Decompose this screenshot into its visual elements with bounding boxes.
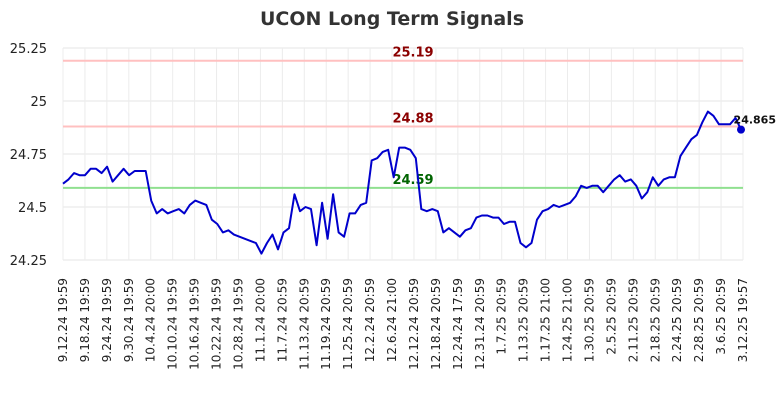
x-tick-label: 9.12.24 19:59: [56, 278, 70, 362]
x-tick-label: 1.13.25 20:59: [517, 278, 531, 362]
x-tick-label: 1.30.25 20:59: [582, 278, 596, 362]
x-tick-label: 1.7.25 20:59: [495, 278, 509, 355]
y-tick-label: 24.25: [10, 254, 47, 269]
x-tick-label: 10.22.24 19:59: [210, 278, 224, 370]
y-tick-label: 24.75: [10, 148, 47, 163]
x-tick-label: 2.24.25 20:59: [670, 278, 684, 362]
x-axis: 9.12.24 19:59 9.18.24 19:59 9.24.24 19:59 9…: [56, 278, 750, 370]
x-tick-label: 12.31.24 20:59: [473, 278, 487, 370]
x-tick-label: 10.10.24 19:59: [166, 278, 180, 370]
x-tick-label: 1.24.25 21:00: [561, 278, 575, 362]
x-tick-label: 3.6.25 20:59: [714, 278, 728, 355]
level-label: 25.19: [392, 46, 433, 61]
x-tick-label: 2.18.25 20:59: [648, 278, 662, 362]
level-label: 24.88: [392, 111, 433, 126]
y-tick-label: 25.25: [10, 42, 47, 57]
x-tick-label: 1.17.25 21:00: [539, 278, 553, 362]
series: 24.865: [62, 110, 776, 255]
price-line: [62, 110, 742, 255]
x-tick-label: 12.6.24 21:00: [385, 278, 399, 362]
last-point-marker: [737, 125, 745, 134]
grid: [62, 47, 744, 261]
x-tick-label: 12.12.24 20:59: [407, 278, 421, 370]
signal-levels: 25.19 24.88 24.59: [63, 46, 743, 189]
level-label: 24.59: [392, 173, 433, 188]
chart-title: UCON Long Term Signals: [260, 8, 524, 30]
y-axis: 24.25 24.5 24.75 25 25.25: [10, 42, 47, 269]
y-tick-label: 24.5: [18, 201, 47, 216]
last-point-label: 24.865: [734, 114, 776, 127]
x-tick-label: 9.24.24 19:59: [100, 278, 114, 362]
x-tick-label: 11.7.24 20:59: [275, 278, 289, 362]
x-tick-label: 3.12.25 19:57: [736, 278, 750, 362]
x-tick-label: 11.25.24 20:59: [341, 278, 355, 370]
x-tick-label: 11.19.24 20:59: [319, 278, 333, 370]
y-tick-label: 25: [30, 95, 47, 110]
x-tick-label: 11.13.24 20:59: [297, 278, 311, 370]
x-tick-label: 10.28.24 19:59: [231, 278, 245, 370]
x-tick-label: 2.28.25 20:59: [692, 278, 706, 362]
x-tick-label: 9.18.24 19:59: [78, 278, 92, 362]
x-tick-label: 12.2.24 20:59: [363, 278, 377, 362]
x-tick-label: 9.30.24 19:59: [122, 278, 136, 362]
x-tick-label: 11.1.24 20:00: [253, 278, 267, 362]
x-tick-label: 10.16.24 19:59: [188, 278, 202, 370]
x-tick-label: 10.4.24 20:00: [144, 278, 158, 362]
x-tick-label: 12.18.24 20:59: [429, 278, 443, 370]
x-tick-label: 2.11.25 20:59: [626, 278, 640, 362]
x-tick-label: 12.24.24 17:59: [451, 278, 465, 370]
x-tick-label: 2.5.25 20:59: [604, 278, 618, 355]
